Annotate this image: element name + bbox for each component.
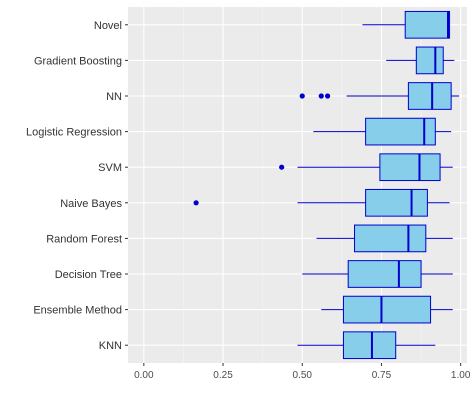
value-axis: 0.00 0.25 0.50 0.75 1.00 (134, 363, 471, 381)
category-label: Ensemble Method (33, 305, 122, 317)
box-nn (299, 82, 460, 110)
category-label: Logistic Regression (26, 127, 122, 139)
category-label: Decision Tree (55, 269, 122, 281)
iqr-box (354, 224, 427, 253)
iqr-box (365, 188, 428, 217)
box-logistic-regression (313, 117, 452, 146)
iqr-box (407, 82, 452, 110)
category-label: Random Forest (46, 233, 122, 245)
outlier-point (279, 164, 285, 170)
iqr-box (342, 331, 397, 360)
category-label: Naive Bayes (60, 198, 122, 210)
iqr-box (415, 46, 444, 75)
category-label: NN (106, 91, 122, 103)
outlier-point (318, 93, 324, 99)
value-tick-label: 0.25 (213, 370, 233, 381)
value-tick-label: 1.00 (451, 370, 471, 381)
value-tick-label: 0.00 (134, 370, 154, 381)
value-tick-label: 0.75 (372, 370, 392, 381)
outlier-point (193, 200, 199, 206)
category-axis: Novel Gradient Boosting NN Logistic Regress… (26, 20, 128, 352)
iqr-box (404, 10, 451, 39)
box-decision-tree (302, 260, 453, 288)
box-random-forest (316, 224, 453, 253)
iqr-box (347, 260, 422, 288)
category-label: Novel (94, 20, 122, 32)
category-label: Gradient Boosting (34, 55, 122, 67)
box-gradient-boosting (386, 46, 455, 75)
iqr-box (379, 153, 441, 182)
box-knn (297, 331, 436, 360)
outlier-point (324, 93, 331, 99)
iqr-box (342, 295, 432, 324)
category-label: SVM (98, 162, 122, 174)
box-ensemble-method (321, 295, 453, 324)
category-label: KNN (99, 340, 122, 352)
box-naive-bayes (193, 188, 450, 217)
boxes (193, 10, 460, 360)
value-tick-label: 0.50 (293, 370, 313, 381)
box-svm (279, 153, 453, 182)
box-novel (362, 10, 451, 39)
outlier-point (299, 93, 305, 99)
